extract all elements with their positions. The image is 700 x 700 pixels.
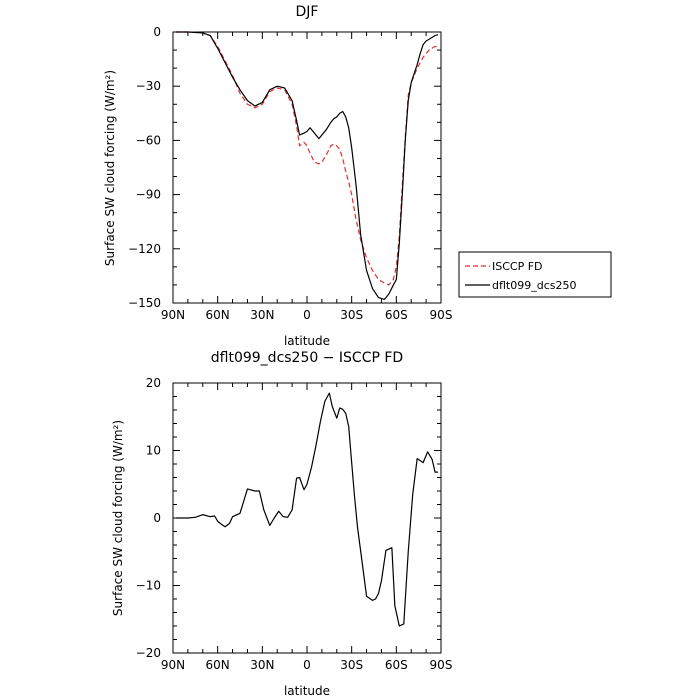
plot-frame [172,382,442,654]
x-tick-label: 30N [250,658,274,672]
chart-title: DJF [296,4,319,20]
series-line-dflt099-dcs250 [175,31,439,300]
chart-title: dflt099_dcs250 − ISCCP FD [211,350,403,366]
x-tick-label: 60N [206,308,230,322]
y-tick-label: −30 [136,79,161,93]
y-tick-label: −120 [128,242,161,256]
x-axis-label: latitude [284,334,330,348]
y-tick-label: −150 [128,296,161,310]
panel-djf: DJF 90N 60N 30N 0 30S 60S 90S 0 −30 −60 −90 −120 −15… [103,4,612,348]
x-axis-label: latitude [284,684,330,698]
x-tick-label: 90S [430,308,453,322]
legend-label-model: dflt099_dcs250 [492,279,576,292]
x-tick-label: 0 [303,658,311,672]
y-axis-label: Surface SW cloud forcing (W/m²) [103,70,117,266]
x-tick-label: 90S [430,658,453,672]
series-lines [175,31,439,300]
y-tick-label: −60 [136,133,161,147]
x-tick-label: 30S [340,308,363,322]
y-tick-label: −90 [136,188,161,202]
y-axis-label: Surface SW cloud forcing (W/m²) [111,420,125,616]
y-tick-label: 0 [153,511,161,525]
y-tick-label: 10 [146,444,161,458]
x-tick-label: 90N [161,658,185,672]
axis-ticks: 90N 60N 30N 0 30S 60S 90S 0 −30 −60 −90 −120 −150 [128,25,452,322]
legend: ISCCP FD dflt099_dcs250 [458,251,612,298]
x-tick-label: 60N [206,658,230,672]
x-tick-label: 60S [385,658,408,672]
y-tick-label: −10 [136,579,161,593]
x-tick-label: 0 [303,308,311,322]
legend-box [458,251,612,298]
plot-frame [172,31,442,304]
x-tick-label: 90N [161,308,185,322]
y-tick-label: −20 [136,646,161,660]
y-tick-label: 20 [146,376,161,390]
x-tick-label: 60S [385,308,408,322]
panel-difference: dflt099_dcs250 − ISCCP FD 90N 60N 30N 0 30S 6… [111,350,452,698]
x-tick-label: 30N [250,308,274,322]
series-line-isccp-fd [175,31,439,286]
axis-ticks: 90N 60N 30N 0 30S 60S 90S 20 10 0 −10 −20 [136,376,453,672]
y-tick-label: 0 [153,25,161,39]
x-tick-label: 30S [340,658,363,672]
series-lines [175,392,439,627]
series-line-difference [175,392,439,627]
legend-label-isccp: ISCCP FD [492,260,543,273]
